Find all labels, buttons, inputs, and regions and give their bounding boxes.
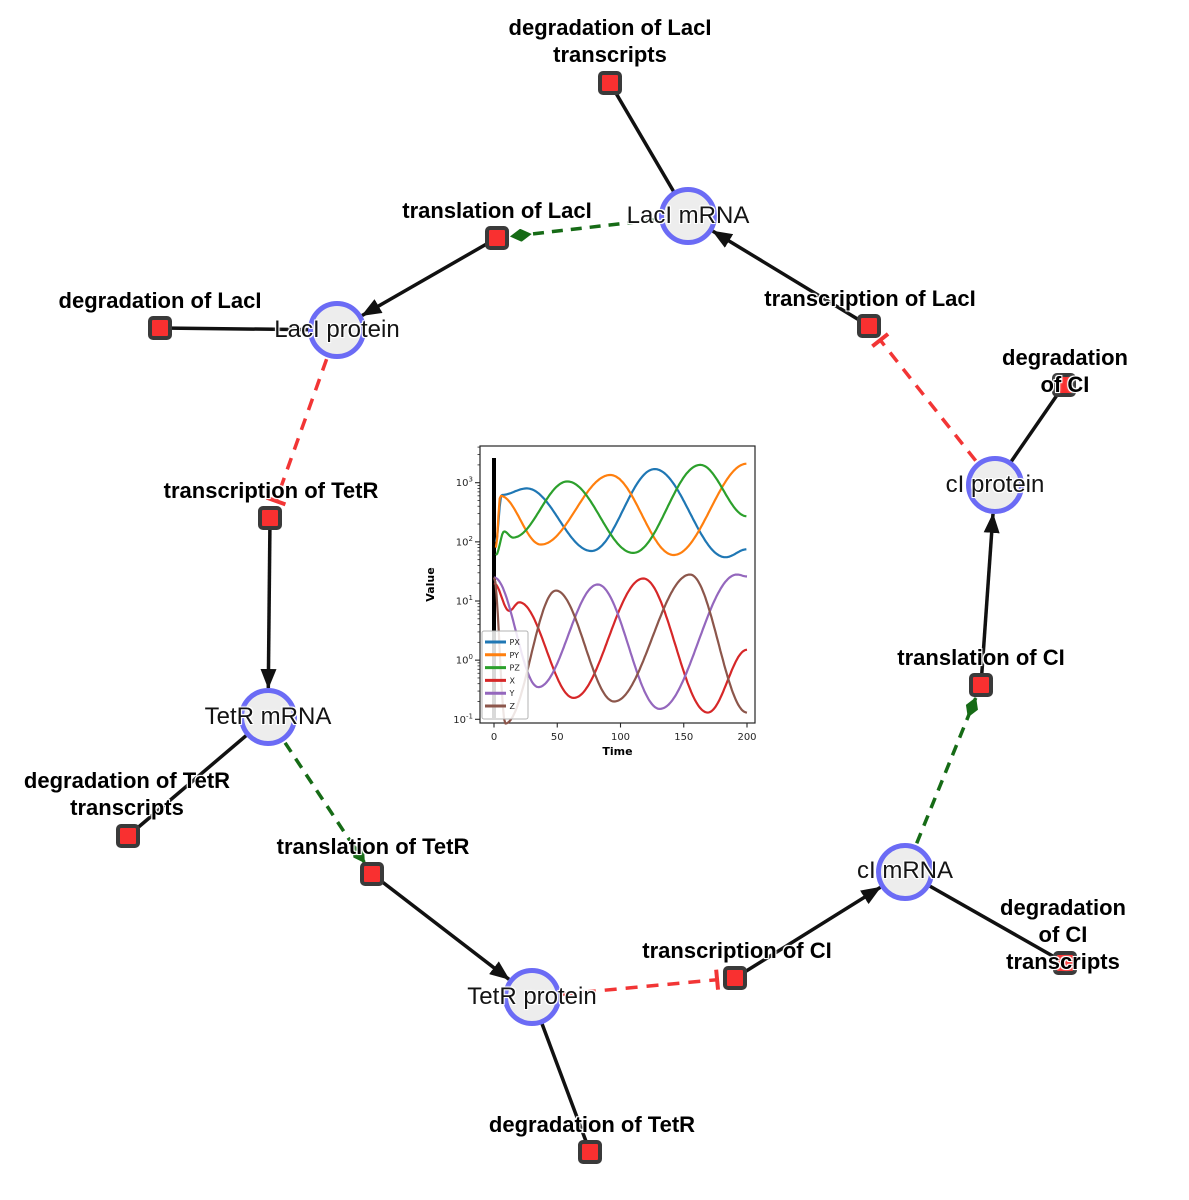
reaction-node-transcription-of-laci[interactable] bbox=[857, 314, 881, 338]
species-node-ci-mrna[interactable] bbox=[876, 843, 934, 901]
legend-label-Z: Z bbox=[510, 702, 516, 711]
series-PZ bbox=[495, 463, 747, 556]
activation-ci-mrna-to-translation-ci bbox=[915, 697, 978, 844]
x-axis-label: Time bbox=[602, 745, 632, 758]
reaction-node-translation-of-ci[interactable] bbox=[969, 673, 993, 697]
inhibition-laci-protein-to-transcription-tetr bbox=[265, 358, 329, 507]
edge-ci-mrna-to-degradation-transcripts bbox=[904, 870, 1066, 965]
reaction-node-degradation-of-ci-transcripts[interactable] bbox=[1053, 951, 1077, 975]
reaction-label-transcription-of-laci: transcription of LacI bbox=[764, 286, 976, 311]
reaction-node-degradation-of-tetr[interactable] bbox=[578, 1140, 602, 1164]
reaction-node-degradation-of-tetr-transcripts[interactable] bbox=[116, 824, 140, 848]
reaction-label-degradation-of-laci-transcripts: degradation of LacI transcripts bbox=[508, 15, 712, 67]
reaction-node-degradation-of-laci-transcripts[interactable] bbox=[598, 71, 622, 95]
reaction-node-degradation-of-laci[interactable] bbox=[148, 316, 172, 340]
reaction-label-degradation-of-laci: degradation of LacI bbox=[58, 288, 262, 313]
series-X bbox=[493, 577, 748, 714]
reaction-node-translation-of-laci[interactable] bbox=[485, 226, 509, 250]
y-tick-label: 100 bbox=[456, 653, 473, 667]
species-node-tetr-mrna[interactable] bbox=[239, 688, 297, 746]
species-node-laci-mrna[interactable] bbox=[659, 187, 717, 245]
series-PX bbox=[494, 468, 747, 559]
species-label-tetr-protein: TetR protein bbox=[467, 983, 597, 1010]
edge-transcription-tetr-to-tetr-mrna bbox=[260, 517, 277, 689]
y-tick-label: 102 bbox=[456, 535, 473, 549]
x-tick-label: 0 bbox=[491, 732, 497, 743]
reaction-label-degradation-of-tetr: degradation of TetR bbox=[488, 1112, 696, 1137]
species-label-laci-mrna: LacI mRNA bbox=[626, 202, 750, 229]
y-tick-label: 10-1 bbox=[453, 712, 473, 726]
reaction-label-degradation-of-ci-transcripts: degradation of CI transcripts bbox=[1000, 895, 1126, 974]
reaction-label-translation-of-ci: translation of CI bbox=[897, 645, 1065, 670]
activation-laci-mrna-to-translation-laci bbox=[509, 217, 658, 242]
species-label-tetr-mrna: TetR mRNA bbox=[204, 703, 332, 730]
reaction-node-transcription-of-tetr[interactable] bbox=[258, 506, 282, 530]
x-tick-label: 100 bbox=[611, 732, 630, 743]
plot-frame bbox=[479, 445, 756, 724]
y-tick-label: 101 bbox=[456, 594, 473, 608]
legend: PX PY PZ XYZ bbox=[481, 630, 529, 720]
x-tick-label: 150 bbox=[674, 732, 693, 743]
edge-translation-tetr-to-tetr-protein bbox=[370, 872, 511, 981]
y-tick-label: 103 bbox=[456, 476, 473, 490]
edge-transcription-ci-to-ci-mrna bbox=[734, 885, 882, 980]
reaction-label-translation-of-laci: translation of LacI bbox=[402, 198, 592, 223]
edge-translation-laci-to-laci-protein bbox=[361, 236, 498, 318]
legend-label-PX: PX bbox=[510, 638, 521, 647]
edge-laci-protein-to-degradation bbox=[159, 326, 338, 332]
legend-label-Y: Y bbox=[509, 689, 515, 698]
reaction-node-translation-of-tetr[interactable] bbox=[360, 862, 384, 886]
reaction-label-degradation-of-tetr-transcripts: degradation of TetR transcripts bbox=[23, 768, 231, 820]
legend-label-X: X bbox=[510, 676, 516, 685]
inhibition-ci-protein-to-transcription-laci bbox=[871, 332, 978, 462]
activation-tetr-mrna-to-translation-tetr bbox=[283, 741, 366, 864]
reaction-label-degradation-of-ci: degradation of CI bbox=[1002, 345, 1128, 397]
reaction-label-transcription-of-tetr: transcription of TetR bbox=[163, 478, 379, 503]
x-tick-label: 200 bbox=[737, 732, 756, 743]
species-label-ci-protein: cI protein bbox=[945, 471, 1045, 498]
species-label-ci-mrna: cI mRNA bbox=[857, 857, 953, 884]
edge-transcription-laci-to-laci-mrna bbox=[711, 229, 870, 328]
edge-tetr-mrna-to-degradation-transcripts bbox=[126, 715, 270, 838]
edge-translation-ci-to-ci-protein bbox=[979, 512, 1000, 686]
series-PY bbox=[494, 462, 747, 557]
reaction-node-degradation-of-ci[interactable] bbox=[1052, 373, 1076, 397]
legend-label-PZ: PZ bbox=[510, 664, 521, 673]
series-Z bbox=[492, 573, 748, 725]
reaction-label-transcription-of-ci: transcription of CI bbox=[642, 938, 832, 963]
species-label-laci-protein: LacI protein bbox=[274, 316, 400, 343]
x-tick-label: 50 bbox=[551, 732, 564, 743]
series-Y bbox=[493, 573, 748, 710]
legend-label-PY: PY bbox=[510, 651, 520, 660]
reaction-label-translation-of-tetr: translation of TetR bbox=[276, 834, 470, 859]
reaction-node-transcription-of-ci[interactable] bbox=[723, 966, 747, 990]
species-node-ci-protein[interactable] bbox=[966, 456, 1024, 514]
species-node-laci-protein[interactable] bbox=[308, 301, 366, 359]
inhibition-tetr-protein-to-transcription-ci bbox=[562, 969, 721, 996]
species-node-tetr-protein[interactable] bbox=[503, 968, 561, 1026]
y-axis-label: Value bbox=[424, 567, 437, 601]
